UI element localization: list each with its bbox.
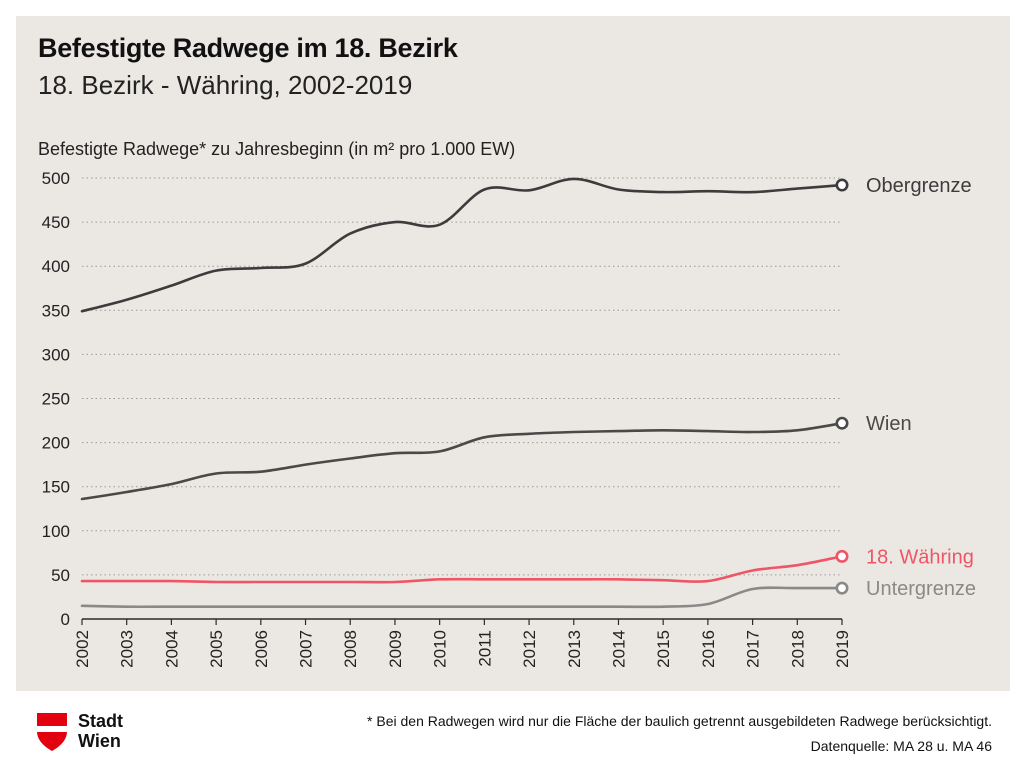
y-tick-label-0: 0	[61, 610, 70, 629]
series-end-marker-untergrenze	[835, 581, 849, 595]
x-tick-label-2006: 2006	[252, 630, 271, 668]
x-tick-label-2009: 2009	[386, 630, 405, 668]
series-line-obergrenze	[80, 177, 844, 313]
series-label-obergrenze: Obergrenze	[866, 175, 972, 197]
y-tick-label-500: 500	[42, 169, 70, 188]
x-tick-label-2010: 2010	[431, 630, 450, 668]
chart-subtitle: 18. Bezirk - Währing, 2002-2019	[38, 70, 413, 100]
x-tick-label-2013: 2013	[565, 630, 584, 668]
y-tick-label-450: 450	[42, 213, 70, 232]
y-tick-label-200: 200	[42, 434, 70, 453]
footer	[0, 691, 1024, 765]
x-tick-label-2012: 2012	[520, 630, 539, 668]
data-source: Datenquelle: MA 28 u. MA 46	[810, 738, 992, 754]
series-label-18-währing: 18. Währing	[866, 546, 974, 568]
x-tick-label-2004: 2004	[162, 630, 181, 668]
y-tick-label-300: 300	[42, 345, 70, 364]
stadt-wien-shield-icon	[37, 713, 67, 751]
x-tick-label-2003: 2003	[118, 630, 137, 668]
y-tick-label-350: 350	[42, 301, 70, 320]
x-tick-label-2015: 2015	[654, 630, 673, 668]
x-tick-label-2019: 2019	[833, 630, 852, 668]
x-tick-label-2007: 2007	[297, 630, 316, 668]
y-tick-label-400: 400	[42, 257, 70, 276]
y-tick-label-50: 50	[51, 566, 70, 585]
series-end-marker-obergrenze	[835, 178, 849, 192]
x-tick-label-2016: 2016	[699, 630, 718, 668]
y-tick-label-250: 250	[42, 390, 70, 409]
series-line-wien	[80, 421, 844, 501]
series-end-marker-wien	[835, 416, 849, 430]
x-tick-label-2008: 2008	[341, 630, 360, 668]
series-line-untergrenze	[80, 586, 844, 609]
series-line-18-währing	[80, 555, 844, 584]
logo-line-2: Wien	[78, 731, 121, 751]
x-tick-label-2017: 2017	[744, 630, 763, 668]
line-chart: 0 50 100 150 200 250 300 350 400 450 500 2002 2003 20…	[42, 169, 976, 668]
footnote: * Bei den Radwegen wird nur die Fläche d…	[367, 713, 992, 729]
x-tick-label-2014: 2014	[609, 630, 628, 668]
stadt-wien-logo-text: Stadt Wien	[78, 711, 123, 751]
series-end-marker-18-währing	[835, 549, 849, 563]
series-label-wien: Wien	[866, 413, 912, 435]
series-label-untergrenze: Untergrenze	[866, 578, 976, 600]
x-tick-label-2011: 2011	[475, 630, 494, 667]
x-tick-label-2005: 2005	[207, 630, 226, 668]
logo-line-1: Stadt	[78, 711, 123, 731]
chart-title: Befestigte Radwege im 18. Bezirk	[38, 33, 458, 63]
x-tick-label-2002: 2002	[73, 630, 92, 668]
y-tick-label-100: 100	[42, 522, 70, 541]
y-tick-label-150: 150	[42, 478, 70, 497]
y-axis-title: Befestigte Radwege* zu Jahresbeginn (in …	[38, 139, 516, 159]
x-tick-label-2018: 2018	[788, 630, 807, 668]
